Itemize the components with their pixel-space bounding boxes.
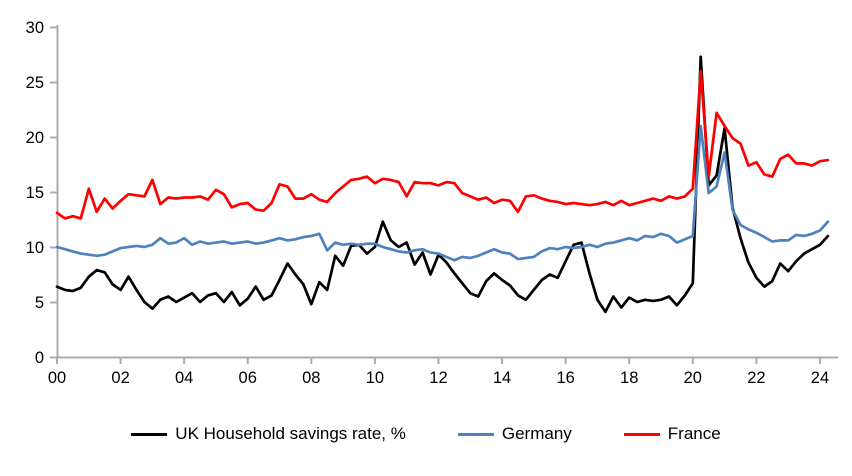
series-line-1 [55,124,830,262]
x-tick-label: 16 [556,369,574,387]
chart-legend: UK Household savings rate, % Germany Franc… [0,424,852,444]
chart-canvas: 0 5 10 15 20 25 30 00 02 04 06 08 10 12 14 16 18 20 22 24 [26,19,838,387]
x-tick-label: 24 [811,369,829,387]
x-tick-label: 08 [302,369,320,387]
legend-item-2: France [623,424,721,444]
legend-item-0: UK Household savings rate, % [131,424,406,444]
x-tick-label: 04 [175,369,193,387]
y-tick-label: 30 [26,19,44,37]
x-tick-label: 20 [684,369,702,387]
x-tick-label: 00 [48,369,66,387]
legend-swatch-0 [131,432,168,436]
legend-swatch-1 [457,432,494,436]
y-tick-label: 15 [26,184,44,202]
legend-item-1: Germany [457,424,572,444]
x-tick-label: 10 [366,369,384,387]
x-tick-label: 18 [620,369,638,387]
y-tick-label: 5 [35,294,44,312]
x-tick-label: 02 [111,369,129,387]
y-tick-label: 20 [26,129,44,147]
y-tick-label: 10 [26,239,44,257]
x-tick-label: 12 [429,369,447,387]
tick-labels: 0 5 10 15 20 25 30 00 02 04 06 08 10 12 14 16 18 20 22 24 [26,19,829,387]
y-tick-label: 25 [26,74,44,92]
y-tick-label: 0 [35,349,44,367]
x-tick-label: 06 [239,369,257,387]
x-tick-label: 22 [747,369,765,387]
legend-label-0: UK Household savings rate, % [175,424,406,443]
x-tick-label: 14 [493,369,511,387]
tick-marks [50,26,821,364]
series-line-2 [55,69,830,220]
legend-label-1: Germany [501,424,572,443]
legend-label-2: France [667,424,721,443]
axes [56,25,838,359]
legend-swatch-2 [623,432,660,436]
